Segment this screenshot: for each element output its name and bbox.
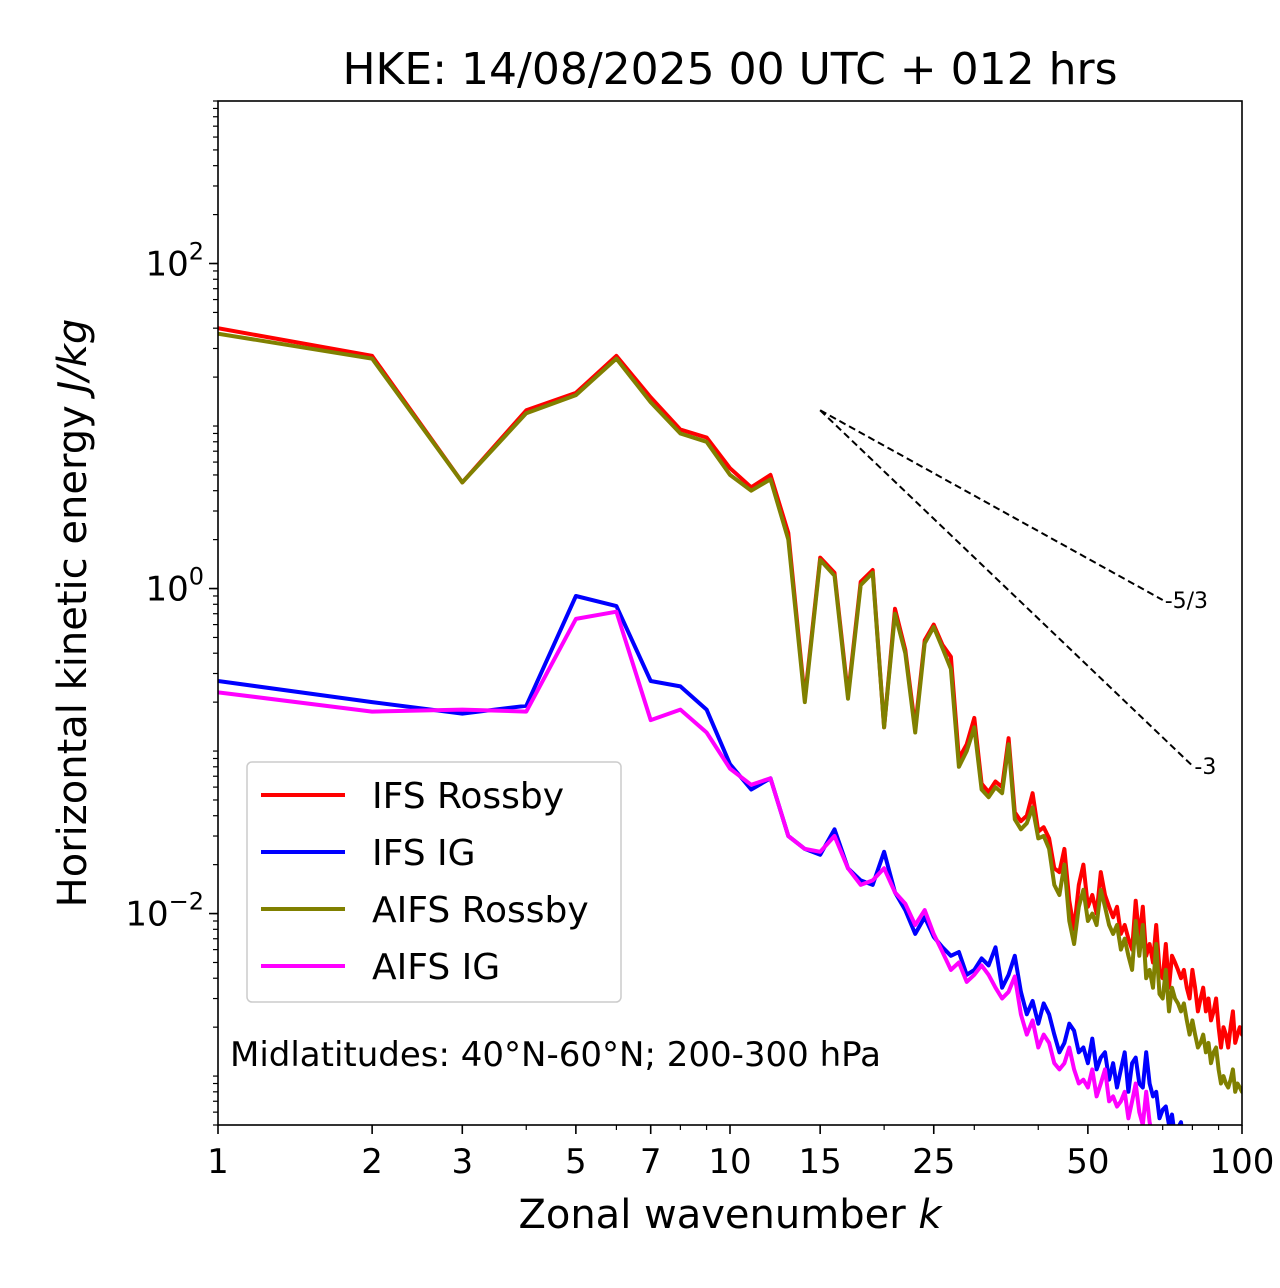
x-tick-label: 25 [912,1142,955,1182]
major-ticks [209,262,1243,1134]
x-tick-label: 2 [361,1142,383,1182]
y-axis-label-text: Horizontal kinetic energy [50,405,96,907]
legend-frame [246,761,622,1003]
y-tick-base: 10 [125,895,168,935]
x-tick-label: 100 [1210,1142,1275,1182]
legend-label: AIFS Rossby [372,890,589,931]
x-tick-label: 1 [207,1142,229,1182]
series-layer [218,326,1242,1125]
slope-line [819,409,1194,767]
legend-label: AIFS IG [372,947,500,988]
legend-items: IFS Rossby IFS IG AIFS Rossby AIFS IG [261,776,589,988]
x-axis-label-text: Zonal wavenumber [518,1192,906,1238]
x-axis-label: Zonal wavenumber k [518,1192,943,1238]
x-axis-variable: k [918,1192,943,1238]
y-tick-exponent: 2 [189,238,204,266]
y-tick-exponent: 0 [189,563,204,591]
x-tick-label: 50 [1066,1142,1109,1182]
plot-frame [217,100,1243,1126]
legend: IFS Rossby IFS IG AIFS Rossby AIFS IG [246,761,622,1003]
x-tick-label: 5 [565,1142,587,1182]
slope-label: -3 [1194,755,1216,780]
minor-ticks [213,100,1220,1130]
region-annotation: Midlatitudes: 40°N-60°N; 200-300 hPa [230,1035,881,1075]
y-tick-base: 10 [145,245,188,285]
x-tick-label: 10 [708,1142,751,1182]
y-axis-units: J/kg [50,319,96,400]
y-tick-exponent: −2 [169,888,204,916]
y-tick-base: 10 [145,570,188,610]
y-tick-label: 102 [145,238,204,285]
reference-slopes: -5/3 -3 [819,409,1216,780]
slope-label: -5/3 [1165,589,1208,614]
y-axis-label: Horizontal kinetic energy J/kg [50,319,96,908]
x-tick-label: 3 [451,1142,473,1182]
legend-label: IFS Rossby [372,776,564,817]
chart-title: HKE: 14/08/2025 00 UTC + 012 hrs [342,44,1117,95]
y-tick-label: 100 [145,563,204,610]
x-tick-label: 7 [640,1142,662,1182]
x-tick-labels: 1 2 3 5 7 10 15 25 50 100 [207,1142,1274,1182]
legend-label: IFS IG [372,833,476,874]
series-line-aifs-rossby [218,331,1242,1094]
x-tick-label: 15 [799,1142,842,1182]
y-tick-label: 10−2 [125,888,204,935]
series-line-aifs-ig [218,609,1153,1125]
